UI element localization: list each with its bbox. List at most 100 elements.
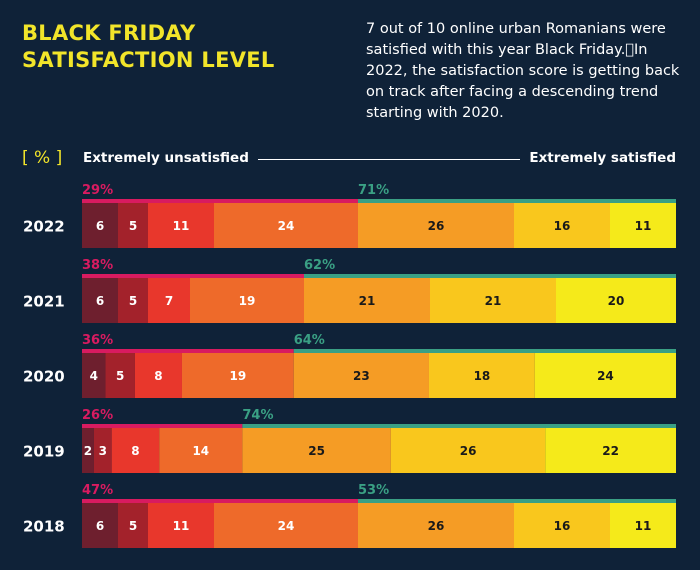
bar-segment [111, 428, 160, 473]
segment-value-label: 6 [96, 519, 104, 533]
chart-title: BLACK FRIDAY SATISFACTION LEVEL [22, 21, 275, 72]
unsatisfied-total-label: 47% [82, 483, 113, 498]
satisfied-total-label: 71% [358, 183, 389, 198]
bar-segment [148, 503, 214, 548]
bar-segment [93, 428, 112, 473]
satisfied-summary-line [358, 199, 676, 203]
segment-value-label: 11 [173, 219, 190, 233]
segment-value-label: 11 [173, 519, 190, 533]
segment-value-label: 26 [428, 219, 445, 233]
year-label: 2020 [23, 368, 65, 386]
unsatisfied-total-label: 29% [82, 183, 113, 198]
scale-divider-line [258, 159, 520, 160]
segment-value-label: 16 [554, 219, 571, 233]
bar-segment [556, 278, 676, 323]
scale-right-label: Extremely satisfied [529, 150, 676, 166]
segment-value-label: 16 [554, 519, 571, 533]
bar-segment [159, 428, 243, 473]
satisfied-summary-line [293, 349, 676, 353]
bar-segment [545, 428, 676, 473]
satisfied-summary-line [358, 499, 676, 503]
bar-segment [148, 278, 190, 323]
chart-subtitle: 7 out of 10 online urban Romanians were … [366, 21, 680, 121]
bar-segment [148, 203, 214, 248]
unsatisfied-total-label: 26% [82, 408, 113, 423]
bar-segment [514, 203, 610, 248]
segment-value-label: 24 [278, 519, 295, 533]
unsatisfied-summary-line [82, 349, 294, 353]
bar-segment [293, 353, 429, 398]
satisfied-total-label: 74% [242, 408, 273, 423]
segment-value-label: 5 [129, 294, 137, 308]
segment-value-label: 23 [353, 369, 370, 383]
segment-value-label: 11 [635, 219, 652, 233]
year-label: 2019 [23, 443, 65, 461]
unsatisfied-summary-line [82, 199, 358, 203]
bar-segment [428, 353, 535, 398]
segment-value-label: 26 [460, 444, 477, 458]
scale-left-label: Extremely unsatisfied [83, 150, 249, 166]
satisfied-total-label: 64% [294, 333, 325, 348]
segment-value-label: 5 [129, 219, 137, 233]
segment-value-label: 24 [597, 369, 614, 383]
bar-segment [82, 353, 106, 398]
segment-value-label: 25 [308, 444, 325, 458]
bar-segment [118, 203, 148, 248]
unsatisfied-total-label: 38% [82, 258, 113, 273]
bar-segment [304, 278, 430, 323]
bar-segment [390, 428, 546, 473]
bar-segment [358, 503, 514, 548]
segment-value-label: 2 [84, 444, 92, 458]
segment-value-label: 24 [278, 219, 295, 233]
segment-value-label: 6 [96, 294, 104, 308]
unsatisfied-summary-line [82, 499, 358, 503]
bar-segment [242, 428, 391, 473]
satisfied-total-label: 62% [304, 258, 335, 273]
year-label: 2021 [23, 293, 65, 311]
bar-segment [514, 503, 610, 548]
segment-value-label: 11 [635, 519, 652, 533]
satisfied-total-label: 53% [358, 483, 389, 498]
segment-value-label: 21 [485, 294, 502, 308]
segment-value-label: 26 [428, 519, 445, 533]
segment-value-label: 3 [99, 444, 107, 458]
year-label: 2022 [23, 218, 65, 236]
bar-segment [534, 353, 676, 398]
segment-value-label: 5 [129, 519, 137, 533]
segment-value-label: 8 [131, 444, 139, 458]
scale-header: [ % ] Extremely unsatisfied Extremely sa… [22, 148, 676, 170]
bar-segment [214, 503, 358, 548]
segment-value-label: 20 [608, 294, 625, 308]
segment-value-label: 18 [474, 369, 491, 383]
bar-segment [118, 503, 148, 548]
segment-value-label: 7 [165, 294, 173, 308]
bar-segment [82, 278, 118, 323]
segment-value-label: 5 [116, 369, 124, 383]
segment-value-label: 14 [192, 444, 209, 458]
bar-segment [181, 353, 294, 398]
segment-value-label: 21 [359, 294, 376, 308]
bar-segment [82, 428, 94, 473]
year-label: 2018 [23, 518, 65, 536]
bar-segment [214, 203, 358, 248]
bar-segment [82, 203, 118, 248]
segment-value-label: 8 [154, 369, 162, 383]
segment-value-label: 19 [239, 294, 256, 308]
segment-value-label: 6 [96, 219, 104, 233]
bar-segment [134, 353, 182, 398]
unsatisfied-total-label: 36% [82, 333, 113, 348]
segment-value-label: 22 [602, 444, 619, 458]
segment-value-label: 4 [90, 369, 98, 383]
unsatisfied-summary-line [82, 424, 243, 428]
bar-segment [430, 278, 556, 323]
bar-segment [118, 278, 148, 323]
bar-segment [190, 278, 304, 323]
unsatisfied-summary-line [82, 274, 304, 278]
bar-segment [358, 203, 514, 248]
bar-segment [105, 353, 135, 398]
bar-segment [82, 503, 118, 548]
bar-segment [610, 203, 676, 248]
segment-value-label: 19 [229, 369, 246, 383]
satisfied-summary-line [304, 274, 676, 278]
